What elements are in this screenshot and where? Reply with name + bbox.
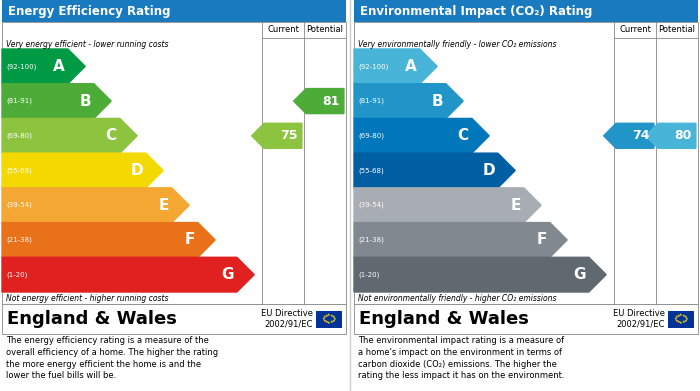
Text: ★: ★ (674, 315, 678, 319)
Polygon shape (2, 257, 254, 292)
Text: ★: ★ (332, 315, 335, 319)
Text: 74: 74 (633, 129, 650, 142)
Polygon shape (645, 123, 696, 148)
Text: 80: 80 (675, 129, 692, 142)
Text: ★: ★ (674, 319, 678, 323)
Text: (21-38): (21-38) (358, 237, 384, 243)
Text: G: G (573, 267, 586, 282)
Text: The energy efficiency rating is a measure of the
overall efficiency of a home. T: The energy efficiency rating is a measur… (6, 336, 218, 380)
Text: A: A (53, 59, 65, 74)
Text: (1-20): (1-20) (6, 271, 27, 278)
Text: (39-54): (39-54) (358, 202, 384, 208)
Text: ★: ★ (324, 314, 328, 318)
Text: E: E (158, 198, 169, 213)
Text: A: A (405, 59, 416, 74)
Text: 81: 81 (323, 95, 340, 108)
Polygon shape (354, 188, 541, 222)
Polygon shape (2, 49, 85, 84)
Text: (81-91): (81-91) (6, 98, 32, 104)
Text: C: C (458, 128, 469, 143)
Text: ★: ★ (323, 315, 326, 319)
Polygon shape (2, 153, 163, 188)
Text: F: F (185, 232, 195, 248)
Text: ★: ★ (682, 320, 685, 324)
Text: F: F (536, 232, 547, 248)
Text: B: B (431, 93, 443, 109)
Text: Not energy efficient - higher running costs: Not energy efficient - higher running co… (6, 294, 169, 303)
Text: (55-68): (55-68) (358, 167, 384, 174)
Text: D: D (482, 163, 495, 178)
Text: Not environmentally friendly - higher CO₂ emissions: Not environmentally friendly - higher CO… (358, 294, 556, 303)
Bar (668, 310, 694, 328)
Polygon shape (354, 118, 489, 153)
Polygon shape (603, 123, 654, 148)
Text: Potential: Potential (307, 25, 344, 34)
Text: England & Wales: England & Wales (359, 310, 529, 328)
Text: (21-38): (21-38) (6, 237, 32, 243)
Text: (39-54): (39-54) (6, 202, 32, 208)
Text: ★: ★ (327, 313, 331, 317)
Text: England & Wales: England & Wales (7, 310, 177, 328)
Text: ★: ★ (327, 321, 331, 325)
Polygon shape (354, 49, 438, 84)
Text: Energy Efficiency Rating: Energy Efficiency Rating (8, 5, 171, 18)
Text: ★: ★ (330, 314, 334, 318)
Polygon shape (2, 84, 111, 118)
Text: ★: ★ (321, 317, 326, 321)
Text: D: D (130, 163, 143, 178)
Text: Very environmentally friendly - lower CO₂ emissions: Very environmentally friendly - lower CO… (358, 40, 556, 49)
Bar (354, 0, 698, 22)
Bar (2, 22, 346, 304)
Text: ★: ★ (679, 321, 683, 325)
Text: ★: ★ (685, 317, 688, 321)
Text: ★: ★ (679, 313, 683, 317)
Polygon shape (293, 89, 344, 113)
Text: Very energy efficient - lower running costs: Very energy efficient - lower running co… (6, 40, 169, 49)
Polygon shape (354, 222, 567, 257)
Bar (2, 0, 346, 22)
Text: ★: ★ (684, 319, 687, 323)
Text: ★: ★ (332, 317, 337, 321)
Text: C: C (106, 128, 117, 143)
Bar (354, 304, 698, 334)
Text: 75: 75 (281, 129, 298, 142)
Bar (354, 22, 698, 304)
Text: (1-20): (1-20) (358, 271, 379, 278)
Text: EU Directive
2002/91/EC: EU Directive 2002/91/EC (613, 309, 665, 329)
Polygon shape (2, 222, 215, 257)
Bar (316, 310, 342, 328)
Text: ★: ★ (682, 314, 685, 318)
Text: The environmental impact rating is a measure of
a home's impact on the environme: The environmental impact rating is a mea… (358, 336, 564, 380)
Text: (92-100): (92-100) (6, 63, 36, 70)
Polygon shape (354, 153, 515, 188)
Text: Potential: Potential (659, 25, 696, 34)
Text: ★: ★ (324, 320, 328, 324)
Text: (69-80): (69-80) (358, 133, 384, 139)
Text: Environmental Impact (CO₂) Rating: Environmental Impact (CO₂) Rating (360, 5, 592, 18)
Polygon shape (251, 123, 302, 148)
Text: ★: ★ (332, 319, 335, 323)
Text: ★: ★ (323, 319, 326, 323)
Text: (92-100): (92-100) (358, 63, 388, 70)
Text: ★: ★ (684, 315, 687, 319)
Text: G: G (221, 267, 234, 282)
Text: ★: ★ (673, 317, 678, 321)
Text: ★: ★ (676, 314, 680, 318)
Text: B: B (79, 93, 91, 109)
Polygon shape (354, 257, 606, 292)
Text: (69-80): (69-80) (6, 133, 32, 139)
Polygon shape (354, 84, 463, 118)
Text: ★: ★ (330, 320, 334, 324)
Text: Current: Current (267, 25, 299, 34)
Text: ★: ★ (676, 320, 680, 324)
Bar (2, 304, 346, 334)
Polygon shape (2, 188, 189, 222)
Text: EU Directive
2002/91/EC: EU Directive 2002/91/EC (261, 309, 313, 329)
Polygon shape (2, 118, 137, 153)
Text: Current: Current (619, 25, 651, 34)
Text: (81-91): (81-91) (358, 98, 384, 104)
Text: E: E (510, 198, 521, 213)
Text: (55-68): (55-68) (6, 167, 32, 174)
